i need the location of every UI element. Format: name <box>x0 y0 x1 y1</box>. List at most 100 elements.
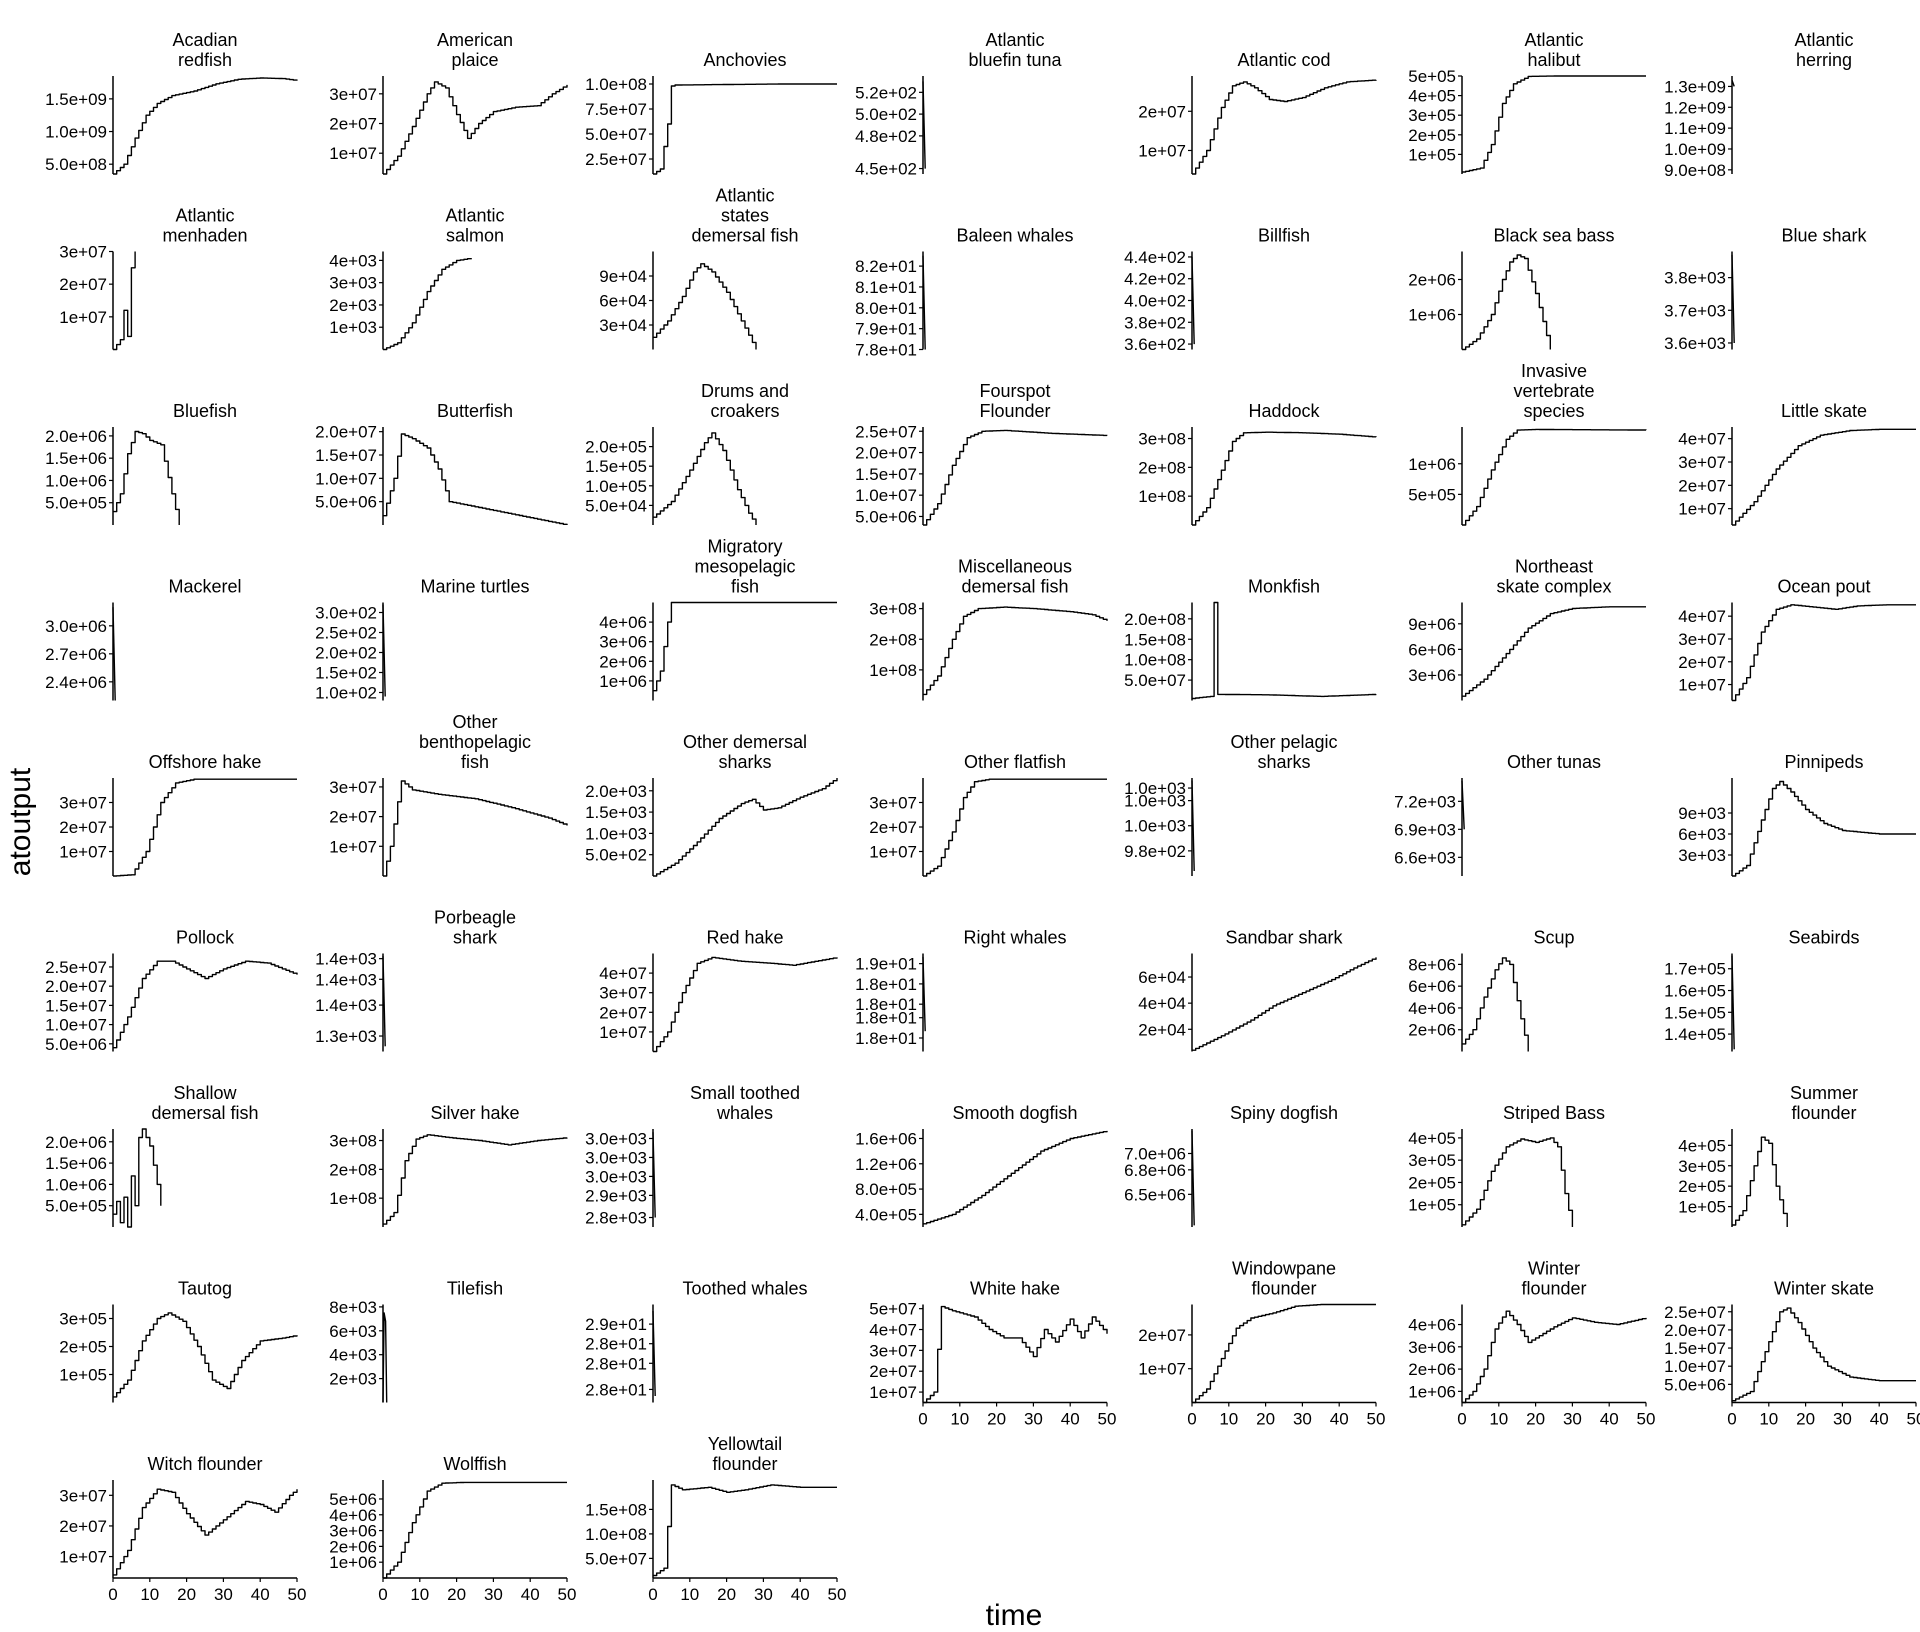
panel-title: Seabirds <box>1788 928 1859 948</box>
panel: Spiny dogfish 6.5e+06 6.8e+067.0e+06 <box>1124 1103 1338 1227</box>
series-line <box>113 77 298 175</box>
x-tick-label: 0 <box>1187 1410 1196 1429</box>
series-line <box>383 1481 567 1579</box>
y-tick-label: 2e+06 <box>1408 1021 1456 1040</box>
panel-title: flounder <box>1521 1279 1586 1299</box>
y-tick-label: 5.0e+04 <box>585 496 647 515</box>
series-line <box>1462 75 1646 173</box>
series-line <box>922 956 926 1032</box>
series-line <box>652 1132 656 1218</box>
x-tick-label: 30 <box>214 1585 233 1604</box>
panel-title: Atlantic <box>445 206 504 226</box>
y-tick-label: 7.2e+03 <box>1394 792 1456 811</box>
y-tick-label: 4e+03 <box>329 1346 377 1365</box>
y-tick-label: 2.0e+07 <box>315 423 377 442</box>
y-tick-label: 3e+07 <box>59 1486 107 1505</box>
y-tick-label: 2e+07 <box>869 818 917 837</box>
y-tick-label: 1e+06 <box>329 1553 377 1572</box>
panel-title: Pollock <box>176 928 235 948</box>
y-tick-label: 2.9e+03 <box>585 1186 647 1205</box>
series-line <box>113 1488 298 1576</box>
panel-title: Atlantic cod <box>1237 50 1330 70</box>
y-tick-label: 3.0e+06 <box>45 617 107 636</box>
y-tick-label: 1.5e+08 <box>1124 630 1186 649</box>
y-tick-label: 2e+07 <box>599 1003 647 1022</box>
series-line <box>1731 79 1735 87</box>
x-tick-label: 50 <box>1907 1410 1920 1429</box>
panel-title: Smooth dogfish <box>952 1103 1077 1123</box>
y-tick-label: 2e+08 <box>329 1160 377 1179</box>
y-tick-label: 1.0e+03 <box>1124 792 1186 811</box>
y-tick-label: 4.5e+02 <box>855 160 917 179</box>
y-tick-label: 1.5e+06 <box>45 449 107 468</box>
y-tick-label: 1.5e+03 <box>585 803 647 822</box>
y-tick-label: 1e+07 <box>329 144 377 163</box>
panel-title: skate complex <box>1496 577 1611 597</box>
y-tick-label: 5e+07 <box>869 1300 917 1319</box>
panel-title: Miscellaneous <box>958 557 1072 577</box>
x-tick-label: 0 <box>1727 1410 1736 1429</box>
y-tick-label: 3e+07 <box>59 243 107 262</box>
y-tick-label: 2e+04 <box>1138 1020 1186 1039</box>
y-tick-label: 1.0e+08 <box>1124 651 1186 670</box>
y-tick-label: 1.7e+05 <box>1664 960 1726 979</box>
x-tick-label: 30 <box>1024 1410 1043 1429</box>
y-tick-label: 1.0e+07 <box>45 1016 107 1035</box>
y-tick-label: 6e+04 <box>1138 968 1186 987</box>
y-tick-label: 3e+05 <box>59 1310 107 1329</box>
panel: Sandbar shark 2e+04 4e+04 6e+04 <box>1138 928 1377 1052</box>
y-tick-label: 9e+04 <box>599 267 647 286</box>
panel: Other tunas 6.6e+03 6.9e+03 7.2e+03 <box>1394 752 1601 876</box>
series-line <box>1462 606 1646 697</box>
series-line <box>653 1484 837 1577</box>
x-tick-label: 0 <box>108 1585 117 1604</box>
panel-title: Wolffish <box>443 1454 506 1474</box>
y-tick-label: 2e+07 <box>59 1517 107 1536</box>
panel: Bluefish 5.0e+05 1.0e+06 1.5e+06 2.0e+06 <box>45 401 237 525</box>
y-tick-label: 1.6e+06 <box>855 1129 917 1148</box>
y-tick-label: 2.8e+01 <box>585 1380 647 1399</box>
y-tick-label: 1e+07 <box>869 843 917 862</box>
y-tick-label: 3e+08 <box>329 1132 377 1151</box>
y-tick-label: 1e+07 <box>1678 676 1726 695</box>
y-tick-label: 1.0e+08 <box>585 75 647 94</box>
series-line <box>113 1128 162 1228</box>
series-line <box>383 81 568 175</box>
series-line <box>383 258 472 351</box>
y-tick-label: 2e+07 <box>329 115 377 134</box>
y-tick-label: 1e+03 <box>329 318 377 337</box>
y-tick-label: 4e+07 <box>1678 607 1726 626</box>
y-tick-label: 3.8e+02 <box>1124 313 1186 332</box>
panel: Smooth dogfish 4.0e+05 8.0e+05 1.2e+06 1.6e+… <box>855 1103 1108 1227</box>
y-tick-label: 4e+07 <box>599 964 647 983</box>
y-tick-label: 6e+06 <box>1408 640 1456 659</box>
y-tick-label: 2.0e+07 <box>45 977 107 996</box>
x-tick-label: 20 <box>987 1410 1006 1429</box>
x-tick-label: 10 <box>410 1585 429 1604</box>
x-tick-label: 10 <box>950 1410 969 1429</box>
series-line <box>382 1312 388 1403</box>
y-tick-label: 2e+06 <box>599 652 647 671</box>
y-tick-label: 1.0e+05 <box>585 477 647 496</box>
y-tick-label: 1.8e+01 <box>855 995 917 1014</box>
y-tick-label: 4.0e+05 <box>855 1205 917 1224</box>
series-line <box>1461 780 1465 830</box>
panel-title: shark <box>453 928 498 948</box>
y-tick-label: 1.0e+07 <box>1664 1357 1726 1376</box>
x-tick-label: 40 <box>521 1585 540 1604</box>
y-tick-label: 5.0e+05 <box>45 1197 107 1216</box>
panel-title: Invasive <box>1521 361 1587 381</box>
y-tick-label: 3e+06 <box>1408 1338 1456 1357</box>
panel-title: demersal fish <box>691 226 798 246</box>
x-tick-label: 30 <box>1563 1410 1582 1429</box>
panel-title: croakers <box>710 401 779 421</box>
y-tick-label: 5.0e+02 <box>855 105 917 124</box>
y-tick-label: 1.5e+07 <box>1664 1339 1726 1358</box>
